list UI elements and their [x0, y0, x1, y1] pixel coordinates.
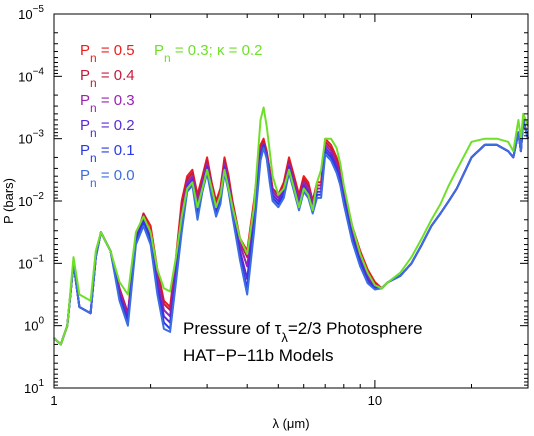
annotation-line-2: HAT−P−11b Models — [183, 346, 334, 365]
y-tick-label: 10−4 — [18, 66, 44, 84]
legend-entry-3: Pn = 0.2 — [80, 117, 135, 140]
y-tick-label: 10−2 — [18, 191, 44, 209]
y-tick-label: 10−5 — [18, 4, 44, 22]
series-line-5 — [53, 119, 529, 346]
y-tick-label: 10−1 — [18, 253, 44, 271]
series-line-6 — [53, 106, 529, 346]
series-lines — [53, 106, 529, 346]
y-tick-label: 100 — [24, 316, 44, 334]
legend-entry-2: Pn = 0.3 — [80, 92, 135, 115]
axis-ticks: 1 10 10−5 10−4 10−3 10−2 10−1 100 101 — [18, 4, 529, 408]
legend-entry-5: Pn = 0.0 — [80, 167, 135, 190]
y-tick-label: 101 — [24, 378, 44, 396]
legend-entry-4: Pn = 0.1 — [80, 142, 135, 165]
x-axis-label: λ (μm) — [272, 416, 309, 431]
x-tick-label: 1 — [50, 393, 57, 408]
x-tick-label: 10 — [368, 393, 382, 408]
y-tick-label: 10−3 — [18, 129, 44, 147]
y-axis-label: P (bars) — [1, 178, 16, 224]
legend-entry-0: Pn = 0.5 — [80, 42, 135, 65]
legend: Pn = 0.5Pn = 0.4Pn = 0.3Pn = 0.2Pn = 0.1… — [80, 42, 262, 190]
legend-entry-1: Pn = 0.4 — [80, 67, 135, 90]
legend-entry-6: Pn = 0.3; κ = 0.2 — [154, 42, 262, 65]
annotation-line-1: Pressure of τλ=2/3 Photosphere — [183, 319, 423, 345]
